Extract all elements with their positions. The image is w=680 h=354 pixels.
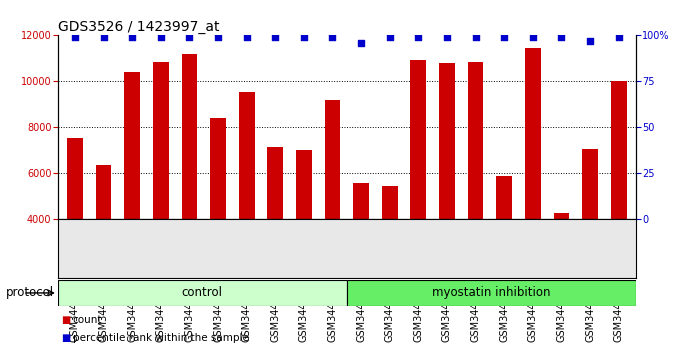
Point — [413, 34, 424, 40]
Point — [356, 40, 367, 46]
Text: percentile rank within the sample: percentile rank within the sample — [73, 333, 249, 343]
Point — [126, 34, 137, 40]
Text: ■: ■ — [61, 333, 71, 343]
Bar — [439, 63, 455, 312]
Bar — [611, 81, 626, 312]
Point — [441, 34, 452, 40]
Point — [155, 34, 166, 40]
Point — [498, 34, 509, 40]
Text: count: count — [73, 315, 102, 325]
Text: myostatin inhibition: myostatin inhibition — [432, 286, 551, 299]
Bar — [582, 149, 598, 312]
Bar — [182, 54, 197, 312]
Bar — [324, 100, 341, 312]
Text: GDS3526 / 1423997_at: GDS3526 / 1423997_at — [58, 21, 219, 34]
Text: ■: ■ — [61, 315, 71, 325]
Point — [327, 34, 338, 40]
Text: control: control — [182, 286, 223, 299]
Bar — [267, 147, 283, 312]
Point — [98, 34, 109, 40]
Bar — [296, 150, 311, 312]
Bar — [496, 176, 512, 312]
Bar — [210, 118, 226, 312]
Bar — [96, 165, 112, 312]
Point — [213, 34, 224, 40]
Bar — [153, 62, 169, 312]
Bar — [554, 212, 569, 312]
Bar — [67, 138, 83, 312]
Bar — [239, 92, 254, 312]
Bar — [353, 183, 369, 312]
Text: protocol: protocol — [6, 286, 54, 299]
Point — [270, 34, 281, 40]
Point — [299, 34, 309, 40]
Bar — [124, 72, 140, 312]
Point — [613, 34, 624, 40]
Point — [528, 34, 539, 40]
Bar — [525, 48, 541, 312]
Point — [556, 34, 567, 40]
Point — [69, 34, 80, 40]
Bar — [382, 186, 398, 312]
Bar — [347, 280, 636, 306]
Point — [585, 38, 596, 44]
Point — [184, 34, 195, 40]
Bar — [468, 62, 483, 312]
Bar — [411, 59, 426, 312]
Point — [384, 34, 395, 40]
Point — [470, 34, 481, 40]
Bar — [58, 280, 347, 306]
Point — [241, 34, 252, 40]
